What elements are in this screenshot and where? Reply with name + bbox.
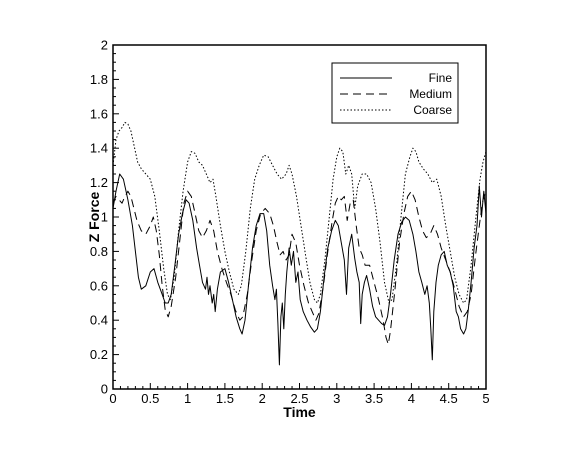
x-tick-label: 0.5 [141,391,159,406]
ticks-layer: 0 0.5 1 1.5 2 2.5 3 3.5 4 4.5 5 0 0.2 0.4 0.6 0.8 1 1.2 1.… [90,38,490,407]
y-tick-label: 0.4 [90,313,108,328]
legend-label-fine: Fine [429,71,453,85]
x-tick-label: 3 [333,391,340,406]
y-tick-label: 0.2 [90,347,108,362]
y-tick-label: 1 [101,210,108,225]
x-tick-label: 5 [482,391,489,406]
series-line-fine [112,173,487,366]
legend-label-medium: Medium [409,87,452,101]
x-tick-label: 3.5 [365,391,383,406]
x-tick-label: 1 [184,391,191,406]
x-tick-label: 4.5 [440,391,458,406]
y-tick-label: 0.6 [90,278,108,293]
y-tick-label: 1.4 [90,141,108,156]
y-tick-label: 2 [101,38,108,53]
y-tick-label: 1.6 [90,106,108,121]
series-line-coarse [112,121,487,304]
x-tick-label: 2.5 [290,391,308,406]
y-tick-label: 1.8 [90,72,108,87]
y-tick-label: 0 [101,382,108,397]
x-tick-label: 4 [408,391,415,406]
legend-box [331,62,459,124]
x-tick-label: 0 [109,391,116,406]
x-tick-label: 1.5 [216,391,234,406]
legend: Fine Medium Coarse [331,62,459,124]
y-axis-title: Z Force [86,192,102,243]
series-layer [112,121,487,366]
y-tick-label: 0.8 [90,244,108,259]
y-tick-label: 1.2 [90,175,108,190]
legend-label-coarse: Coarse [413,103,452,117]
series-line-medium [112,190,487,345]
x-tick-label: 2 [259,391,266,406]
x-axis-title: Time [283,404,316,420]
